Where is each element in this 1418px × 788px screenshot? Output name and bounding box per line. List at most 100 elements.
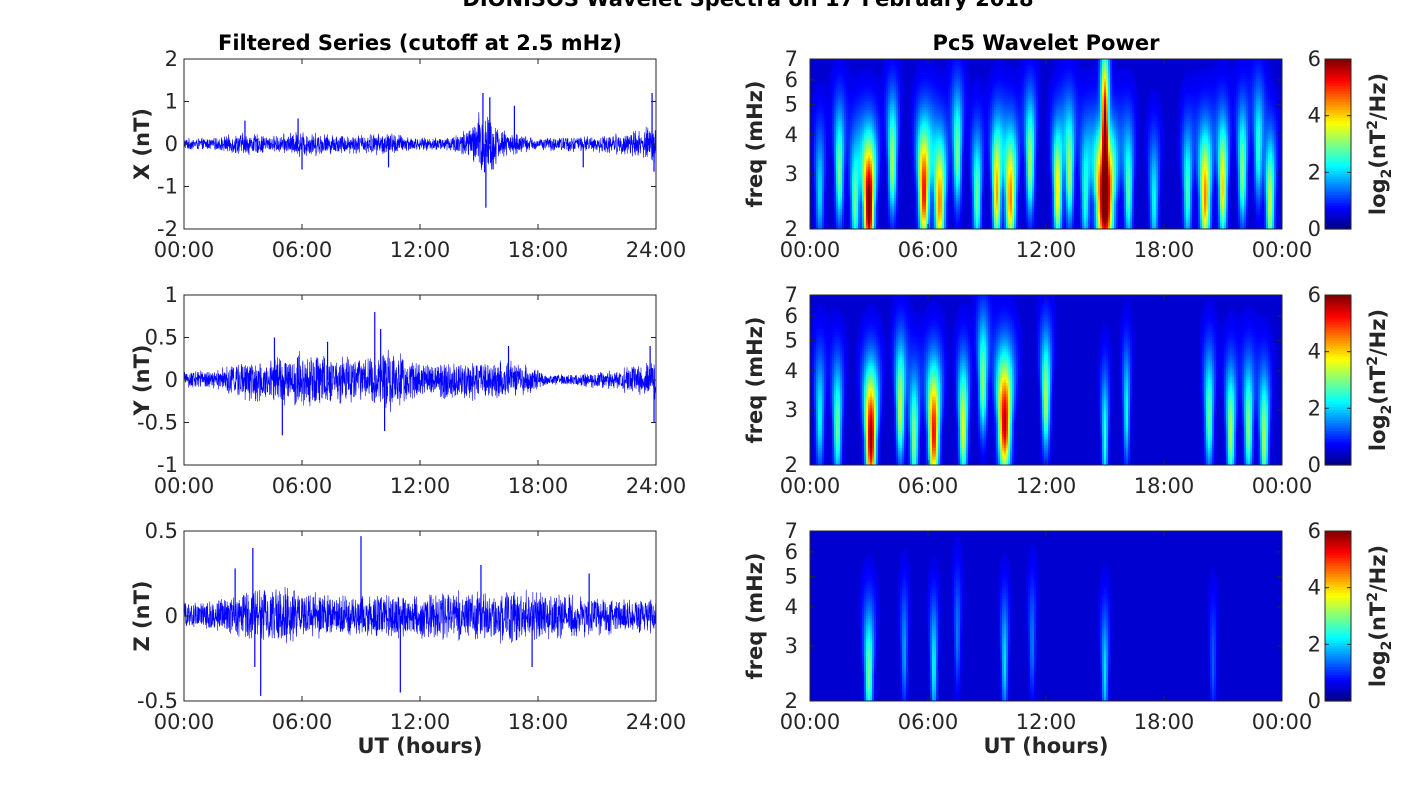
x-tick-label: 24:00: [626, 238, 687, 262]
colorbar-tick-label: 4: [1308, 576, 1321, 600]
x-tick-label: 12:00: [390, 474, 451, 498]
x-tick-label: 12:00: [390, 238, 451, 262]
x-axis-label: UT (hours): [983, 734, 1108, 758]
y-tick-label: -1: [157, 453, 178, 477]
y-tick-label: 0: [165, 604, 178, 628]
y-tick-label: 3: [785, 398, 798, 422]
x-tick-label: 06:00: [898, 710, 959, 734]
y-axis-label: X (nT): [130, 108, 154, 180]
colorbar-tick-label: 0: [1308, 217, 1321, 241]
y-tick-label: 7: [785, 47, 798, 71]
y-tick-label: 0.5: [145, 326, 178, 350]
y-tick-label: 0: [165, 368, 178, 392]
x-tick-label: 00:00: [780, 710, 841, 734]
colorbar-tick-label: 0: [1308, 453, 1321, 477]
x-tick-label: 24:00: [626, 710, 687, 734]
x-tick-label: 18:00: [508, 474, 569, 498]
x-tick-label: 18:00: [1134, 238, 1195, 262]
colorbar-frame: [1324, 294, 1352, 466]
x-tick-label: 00:00: [1252, 710, 1313, 734]
x-axis-label: UT (hours): [357, 734, 482, 758]
y-tick-label: 1: [165, 283, 178, 307]
colorbar: 0 2 4 6 log2(nT2/Hz): [1308, 47, 1395, 241]
colorbar-tick-label: 2: [1308, 632, 1321, 656]
y-tick-label: 4: [785, 595, 798, 619]
y-tick-label: -0.5: [137, 411, 178, 435]
signal-trace: [183, 349, 657, 413]
y-tick-label: -0.5: [137, 689, 178, 713]
signal-trace: [183, 586, 657, 644]
colorbar-frame: [1324, 58, 1352, 230]
x-tick-label: 00:00: [1252, 238, 1313, 262]
y-axis-label: freq (mHz): [743, 317, 767, 444]
y-tick-label: 3: [785, 634, 798, 658]
timeseries-y-panel: -1 -0.5 0 0.5 1 00:00 06:00 12:00 18:00 24:00 Y (n…: [130, 283, 686, 498]
colorbar-label: log2(nT2/Hz): [1365, 73, 1395, 215]
y-tick-label: 5: [785, 329, 798, 353]
y-tick-label: 2: [165, 47, 178, 71]
colorbar-label: log2(nT2/Hz): [1365, 309, 1395, 451]
x-tick-label: 06:00: [898, 474, 959, 498]
y-tick-label: 2: [785, 453, 798, 477]
panel-title: Filtered Series (cutoff at 2.5 mHz): [218, 31, 622, 55]
signal-trace: [183, 112, 657, 173]
heatmap-cells: [858, 533, 1219, 701]
x-tick-label: 00:00: [780, 238, 841, 262]
x-tick-label: 12:00: [1016, 474, 1077, 498]
y-tick-label: 7: [785, 519, 798, 543]
x-tick-label: 24:00: [626, 474, 687, 498]
heatmap-background: [810, 531, 1282, 701]
heatmap-cells: [810, 295, 1275, 465]
colorbar-tick-label: 6: [1308, 283, 1321, 307]
y-tick-label: 5: [785, 93, 798, 117]
y-tick-label: -1: [157, 175, 178, 199]
colorbar-tick-label: 2: [1308, 396, 1321, 420]
panel-title: Pc5 Wavelet Power: [933, 31, 1161, 55]
y-tick-label: 1: [165, 90, 178, 114]
colorbar-tick-label: 6: [1308, 47, 1321, 71]
x-tick-label: 12:00: [1016, 238, 1077, 262]
timeseries-x-panel: -2 -1 0 1 2 00:00 06:00 12:00 18:00 24:00 X (nT) Fi…: [130, 31, 686, 262]
x-tick-label: 12:00: [390, 710, 451, 734]
x-tick-label: 18:00: [1134, 710, 1195, 734]
y-tick-label: 7: [785, 283, 798, 307]
colorbar-label: log2(nT2/Hz): [1365, 545, 1395, 687]
timeseries-z-panel: -0.5 0 0.5 00:00 06:00 12:00 18:00 24:00 Z (nT) U…: [130, 519, 686, 758]
y-axis-label: Y (nT): [130, 345, 154, 417]
y-tick-label: 4: [785, 359, 798, 383]
y-tick-label: 2: [785, 217, 798, 241]
y-tick-label: 5: [785, 565, 798, 589]
x-tick-label: 00:00: [154, 710, 215, 734]
y-tick-label: 2: [785, 689, 798, 713]
x-tick-label: 06:00: [898, 238, 959, 262]
y-tick-label: -2: [157, 217, 178, 241]
y-axis-label: freq (mHz): [743, 553, 767, 680]
y-tick-label: 6: [785, 68, 798, 92]
x-tick-label: 18:00: [508, 710, 569, 734]
y-tick-label: 6: [785, 304, 798, 328]
colorbar: 0 2 4 6 log2(nT2/Hz): [1308, 283, 1395, 477]
x-tick-label: 00:00: [154, 474, 215, 498]
y-axis-label: freq (mHz): [743, 81, 767, 208]
y-tick-label: 0: [165, 132, 178, 156]
x-tick-label: 12:00: [1016, 710, 1077, 734]
y-tick-label: 4: [785, 123, 798, 147]
heatmap-cells: [810, 59, 1281, 229]
y-tick-label: 6: [785, 540, 798, 564]
x-tick-label: 18:00: [1134, 474, 1195, 498]
colorbar: 0 2 4 6 log2(nT2/Hz): [1308, 519, 1395, 713]
x-tick-label: 00:00: [1252, 474, 1313, 498]
x-tick-label: 18:00: [508, 238, 569, 262]
colorbar-tick-label: 4: [1308, 340, 1321, 364]
x-tick-label: 00:00: [154, 238, 215, 262]
colorbar-tick-label: 4: [1308, 104, 1321, 128]
colorbar-frame: [1324, 530, 1352, 702]
x-tick-label: 06:00: [272, 474, 333, 498]
colorbar-tick-label: 0: [1308, 689, 1321, 713]
colorbar-tick-label: 2: [1308, 160, 1321, 184]
y-tick-label: 0.5: [145, 519, 178, 543]
colorbar-tick-label: 6: [1308, 519, 1321, 543]
